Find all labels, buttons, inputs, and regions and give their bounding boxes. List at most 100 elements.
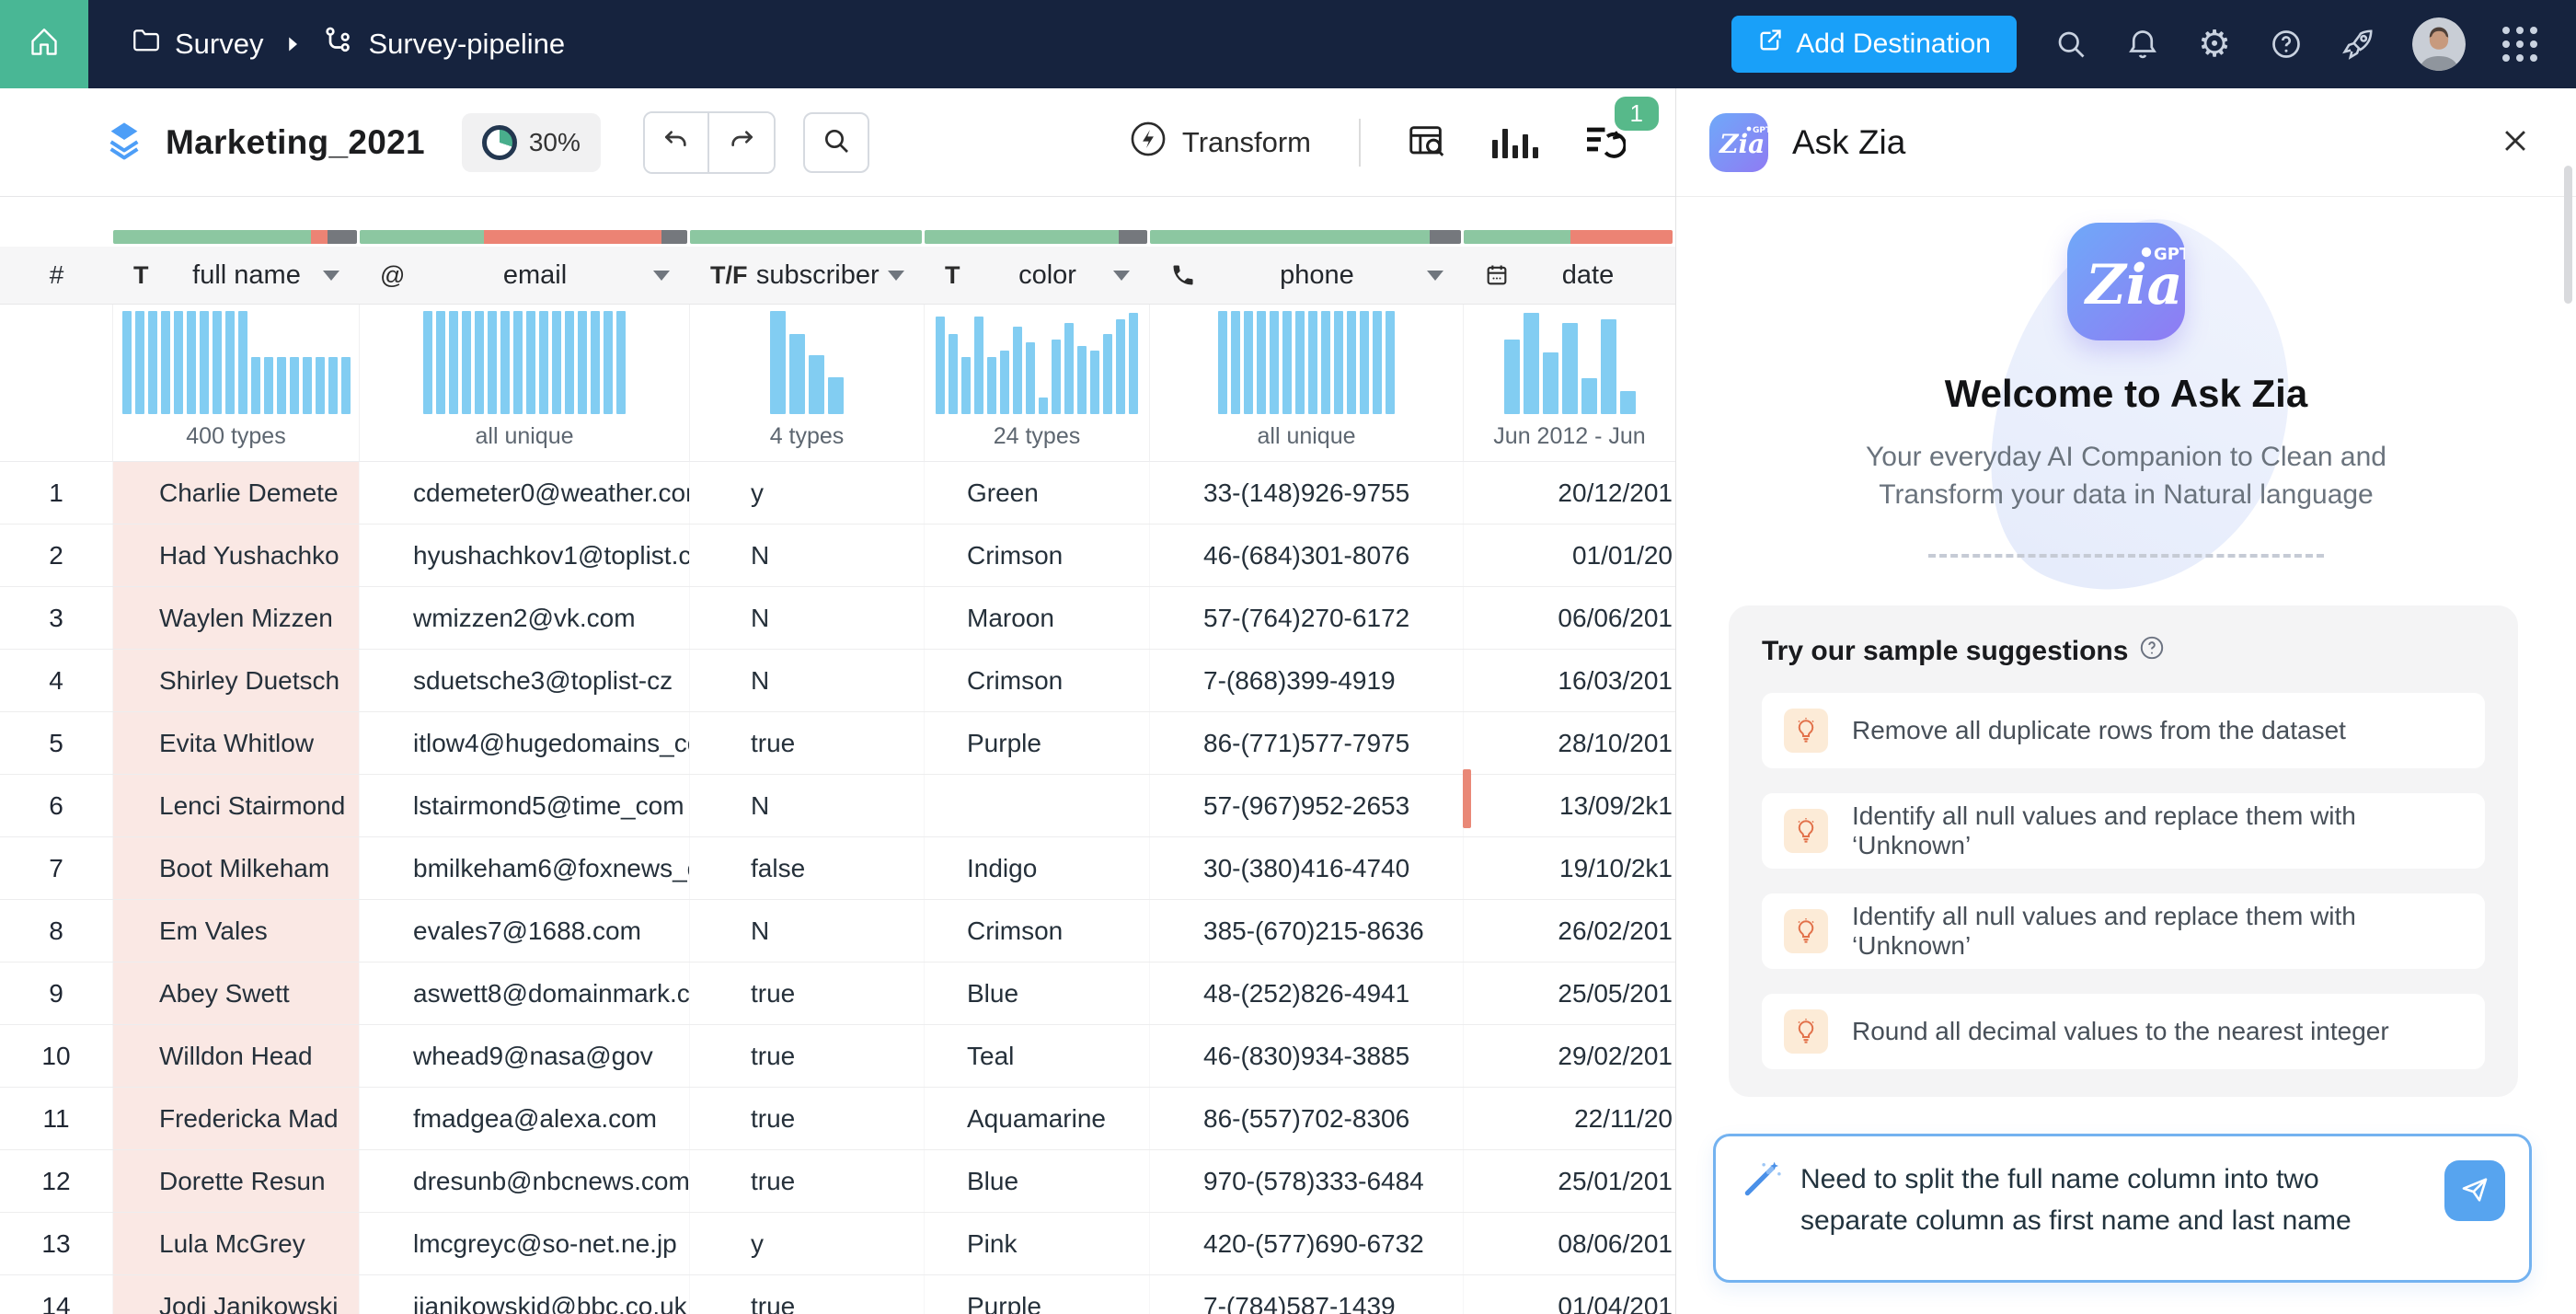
color-cell[interactable]: Blue: [925, 962, 1150, 1024]
date-cell[interactable]: 20/12/201: [1558, 478, 1673, 507]
email-cell[interactable]: wmizzen2@vk.com: [360, 587, 690, 649]
phone-cell[interactable]: 33-(148)926-9755: [1150, 462, 1464, 524]
header-date[interactable]: date: [1464, 247, 1675, 304]
full-name-cell[interactable]: Boot Milkeham: [113, 837, 360, 899]
full-name-cell[interactable]: Willdon Head: [113, 1025, 360, 1087]
phone-cell[interactable]: 46-(684)301-8076: [1150, 524, 1464, 586]
phone-cell[interactable]: 86-(771)577-7975: [1150, 712, 1464, 774]
applied-steps-button[interactable]: 1: [1580, 96, 1659, 167]
date-cell[interactable]: 01/04/201: [1558, 1291, 1673, 1314]
phone-cell[interactable]: 30-(380)416-4740: [1150, 837, 1464, 899]
full-name-cell[interactable]: Em Vales: [113, 900, 360, 962]
subscriber-cell[interactable]: N: [690, 775, 925, 836]
breadcrumb-pipeline[interactable]: Survey-pipeline: [322, 24, 565, 64]
row-number-cell[interactable]: 7: [0, 837, 113, 899]
preview-table-button[interactable]: [1403, 119, 1451, 167]
whats-new-rocket-icon[interactable]: [2340, 27, 2375, 62]
row-number-cell[interactable]: 4: [0, 650, 113, 711]
chevron-down-icon[interactable]: [888, 270, 904, 281]
color-cell[interactable]: Crimson: [925, 900, 1150, 962]
phone-cell[interactable]: 7-(784)587-1439: [1150, 1275, 1464, 1314]
subscriber-cell[interactable]: true: [690, 1088, 925, 1149]
chevron-down-icon[interactable]: [1113, 270, 1130, 281]
quality-bar-color[interactable]: [925, 230, 1150, 247]
date-cell[interactable]: 16/03/201: [1558, 665, 1673, 695]
full-name-cell[interactable]: Lula McGrey: [113, 1213, 360, 1274]
undo-button[interactable]: [644, 112, 709, 172]
header-full-name[interactable]: T full name: [113, 247, 360, 304]
date-cell[interactable]: 06/06/201: [1558, 603, 1673, 632]
color-cell[interactable]: Maroon: [925, 587, 1150, 649]
apps-grid-icon[interactable]: [2502, 27, 2537, 62]
subscriber-cell[interactable]: true: [690, 1025, 925, 1087]
subscriber-cell[interactable]: true: [690, 962, 925, 1024]
phone-cell[interactable]: 385-(670)215-8636: [1150, 900, 1464, 962]
color-cell[interactable]: [925, 775, 1150, 836]
color-cell[interactable]: Blue: [925, 1150, 1150, 1212]
row-number-cell[interactable]: 14: [0, 1275, 113, 1314]
table-search-button[interactable]: [802, 111, 869, 173]
color-cell[interactable]: Crimson: [925, 650, 1150, 711]
phone-cell[interactable]: 420-(577)690-6732: [1150, 1213, 1464, 1274]
email-cell[interactable]: evales7@1688.com: [360, 900, 690, 962]
quality-bar-subscriber[interactable]: [690, 230, 925, 247]
date-cell[interactable]: 25/01/201: [1558, 1166, 1673, 1195]
date-cell[interactable]: 01/01/20: [1572, 540, 1673, 570]
date-cell[interactable]: 13/09/2k1: [1559, 790, 1673, 820]
email-cell[interactable]: sduetsche3@toplist-cz: [360, 650, 690, 711]
quality-bar-date[interactable]: [1464, 230, 1675, 247]
help-icon[interactable]: [2269, 27, 2304, 62]
date-cell[interactable]: 22/11/20: [1574, 1103, 1673, 1133]
full-name-cell[interactable]: Evita Whitlow: [113, 712, 360, 774]
row-number-cell[interactable]: 2: [0, 524, 113, 586]
subscriber-cell[interactable]: true: [690, 1150, 925, 1212]
full-name-cell[interactable]: Jodi Janikowski: [113, 1275, 360, 1314]
color-cell[interactable]: Pink: [925, 1213, 1150, 1274]
subscriber-cell[interactable]: N: [690, 900, 925, 962]
help-circle-icon[interactable]: [2139, 635, 2165, 668]
color-cell[interactable]: Purple: [925, 712, 1150, 774]
full-name-cell[interactable]: Shirley Duetsch: [113, 650, 360, 711]
phone-cell[interactable]: 48-(252)826-4941: [1150, 962, 1464, 1024]
full-name-cell[interactable]: Lenci Stairmond: [113, 775, 360, 836]
user-avatar[interactable]: [2412, 17, 2466, 71]
suggestion-item[interactable]: Identify all null values and replace the…: [1762, 893, 2485, 969]
row-number-cell[interactable]: 12: [0, 1150, 113, 1212]
chevron-down-icon[interactable]: [653, 270, 670, 281]
settings-gear-icon[interactable]: ⚙: [2198, 23, 2231, 65]
notifications-bell-icon[interactable]: [2125, 27, 2160, 62]
quality-bar-email[interactable]: [360, 230, 690, 247]
redo-button[interactable]: [708, 112, 774, 172]
quality-bar-full-name[interactable]: [113, 230, 360, 247]
phone-cell[interactable]: 970-(578)333-6484: [1150, 1150, 1464, 1212]
email-cell[interactable]: bmilkeham6@foxnews_co: [360, 837, 690, 899]
subscriber-cell[interactable]: true: [690, 1275, 925, 1314]
color-cell[interactable]: Crimson: [925, 524, 1150, 586]
full-name-cell[interactable]: Had Yushachko: [113, 524, 360, 586]
column-stats-button[interactable]: [1491, 119, 1539, 167]
breadcrumb-project[interactable]: Survey: [131, 25, 263, 63]
header-color[interactable]: T color: [925, 247, 1150, 304]
row-number-cell[interactable]: 9: [0, 962, 113, 1024]
row-number-cell[interactable]: 3: [0, 587, 113, 649]
date-cell[interactable]: 19/10/2k1: [1559, 853, 1673, 882]
suggestion-item[interactable]: Identify all null values and replace the…: [1762, 793, 2485, 869]
row-number-cell[interactable]: 5: [0, 712, 113, 774]
full-name-cell[interactable]: Fredericka Mad: [113, 1088, 360, 1149]
email-cell[interactable]: jjanikowskid@bbc.co.uk: [360, 1275, 690, 1314]
full-name-cell[interactable]: Charlie Demete: [113, 462, 360, 524]
close-panel-button[interactable]: [2495, 122, 2536, 163]
row-number-cell[interactable]: 13: [0, 1213, 113, 1274]
phone-cell[interactable]: 86-(557)702-8306: [1150, 1088, 1464, 1149]
subscriber-cell[interactable]: true: [690, 712, 925, 774]
header-subscriber[interactable]: T/F subscriber: [690, 247, 925, 304]
subscriber-cell[interactable]: N: [690, 650, 925, 711]
transform-button[interactable]: Transform: [1123, 119, 1317, 167]
phone-cell[interactable]: 7-(868)399-4919: [1150, 650, 1464, 711]
email-cell[interactable]: dresunb@nbcnews.com: [360, 1150, 690, 1212]
suggestion-item[interactable]: Round all decimal values to the nearest …: [1762, 994, 2485, 1069]
phone-cell[interactable]: 57-(967)952-2653: [1150, 775, 1464, 836]
row-number-cell[interactable]: 10: [0, 1025, 113, 1087]
header-email[interactable]: @ email: [360, 247, 690, 304]
date-cell[interactable]: 26/02/201: [1558, 916, 1673, 945]
